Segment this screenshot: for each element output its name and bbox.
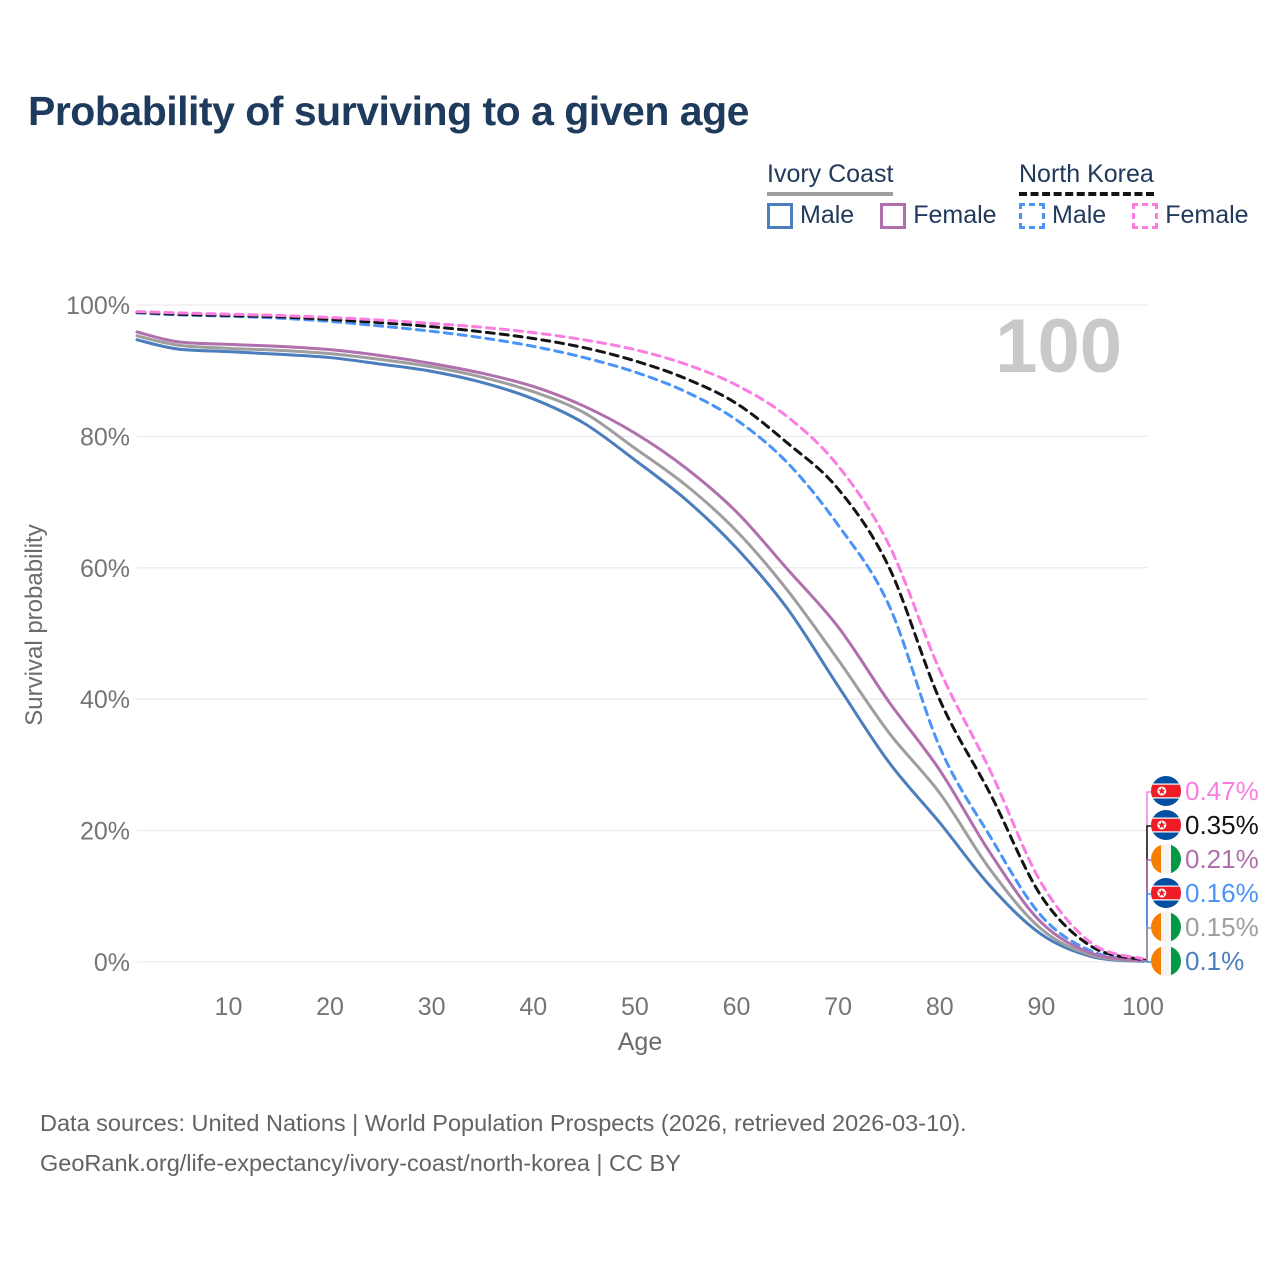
- y-axis-tick-label: 60%: [80, 555, 130, 583]
- survival-curve-ivory-coast-male[interactable]: [135, 338, 1145, 963]
- x-axis-tick-label: 50: [621, 993, 649, 1021]
- chart-legend: Ivory Coast Male Female North Korea Male…: [0, 160, 1280, 250]
- y-axis-tick-label: 20%: [80, 818, 130, 846]
- legend-item-label: Male: [1052, 201, 1107, 229]
- ivory-coast-flag-icon: [1151, 946, 1181, 976]
- survival-curve-north-korea[interactable]: [135, 310, 1145, 962]
- x-axis-tick-label: 10: [215, 993, 243, 1021]
- legend-item-north-korea-female[interactable]: Female: [1132, 201, 1249, 230]
- legend-group-north-korea: North Korea Male Female: [1019, 160, 1249, 230]
- end-value-label[interactable]: 0.1%: [1185, 946, 1244, 976]
- line-swatch-icon: [1132, 202, 1159, 229]
- legend-item-ivory-coast-female[interactable]: Female: [880, 201, 997, 230]
- legend-items: Male Female: [1019, 201, 1249, 230]
- legend-items: Male Female: [767, 201, 997, 230]
- y-axis-title: Survival probability: [21, 524, 48, 725]
- x-axis-tick-label: 70: [824, 993, 852, 1021]
- legend-item-north-korea-male[interactable]: Male: [1019, 201, 1106, 230]
- legend-item-ivory-coast-male[interactable]: Male: [767, 201, 854, 230]
- legend-item-label: Female: [1165, 201, 1249, 229]
- line-swatch-icon: [1019, 202, 1045, 229]
- y-axis-tick-label: 100%: [66, 292, 130, 320]
- line-swatch-icon: [767, 202, 793, 229]
- end-label-leader-line: [1143, 960, 1151, 963]
- north-korea-flag-icon: [1151, 878, 1181, 908]
- survival-curve-north-korea-female[interactable]: [135, 310, 1145, 961]
- line-swatch-icon: [880, 202, 907, 229]
- ivory-coast-flag-icon: [1151, 844, 1181, 874]
- ivory-coast-flag-icon: [1151, 912, 1181, 942]
- end-value-label[interactable]: 0.21%: [1185, 844, 1259, 874]
- legend-group-title: North Korea: [1019, 160, 1154, 196]
- end-value-label[interactable]: 0.15%: [1185, 912, 1259, 942]
- data-sources-text: Data sources: United Nations | World Pop…: [40, 1110, 967, 1136]
- y-axis-tick-label: 0%: [94, 949, 130, 977]
- x-axis-tick-label: 30: [418, 993, 446, 1021]
- survival-curve-north-korea-male[interactable]: [135, 311, 1145, 963]
- end-value-label[interactable]: 0.47%: [1185, 776, 1259, 806]
- attribution-link-text[interactable]: GeoRank.org/life-expectancy/ivory-coast/…: [40, 1150, 681, 1176]
- age-watermark: 100: [995, 304, 1122, 389]
- x-axis-tick-label: 40: [519, 993, 547, 1021]
- survival-curve-ivory-coast[interactable]: [135, 334, 1145, 963]
- legend-group-ivory-coast: Ivory Coast Male Female: [767, 160, 997, 230]
- x-axis-tick-label: 60: [723, 993, 751, 1021]
- x-axis-tick-label: 100: [1122, 993, 1164, 1021]
- chart-footer: Data sources: United Nations | World Pop…: [40, 1103, 1240, 1183]
- end-value-label[interactable]: 0.16%: [1185, 878, 1259, 908]
- y-axis-tick-label: 80%: [80, 423, 130, 451]
- chart-area: 0% 20% 40% 60% 80% 100% 10 20 30 40 50 60 70 80 90 100 A…: [0, 250, 1280, 1080]
- legend-item-label: Female: [913, 201, 997, 229]
- north-korea-flag-icon: [1151, 810, 1181, 840]
- survival-curve-ivory-coast-female[interactable]: [135, 330, 1145, 963]
- end-label-leader-line: [1143, 927, 1151, 962]
- legend-item-label: Male: [800, 201, 855, 229]
- page-title: Probability of surviving to a given age: [28, 88, 749, 134]
- legend-group-title: Ivory Coast: [767, 160, 894, 196]
- north-korea-flag-icon: [1151, 776, 1181, 806]
- survival-chart: 0% 20% 40% 60% 80% 100% 10 20 30 40 50 60 70 80 90 100 A…: [21, 292, 1259, 1056]
- end-value-label[interactable]: 0.35%: [1185, 810, 1259, 840]
- x-axis-tick-label: 90: [1027, 993, 1055, 1021]
- y-axis-tick-label: 40%: [80, 686, 130, 714]
- x-axis-tick-label: 20: [316, 993, 344, 1021]
- x-axis-title: Age: [618, 1028, 662, 1056]
- x-axis-tick-label: 80: [926, 993, 954, 1021]
